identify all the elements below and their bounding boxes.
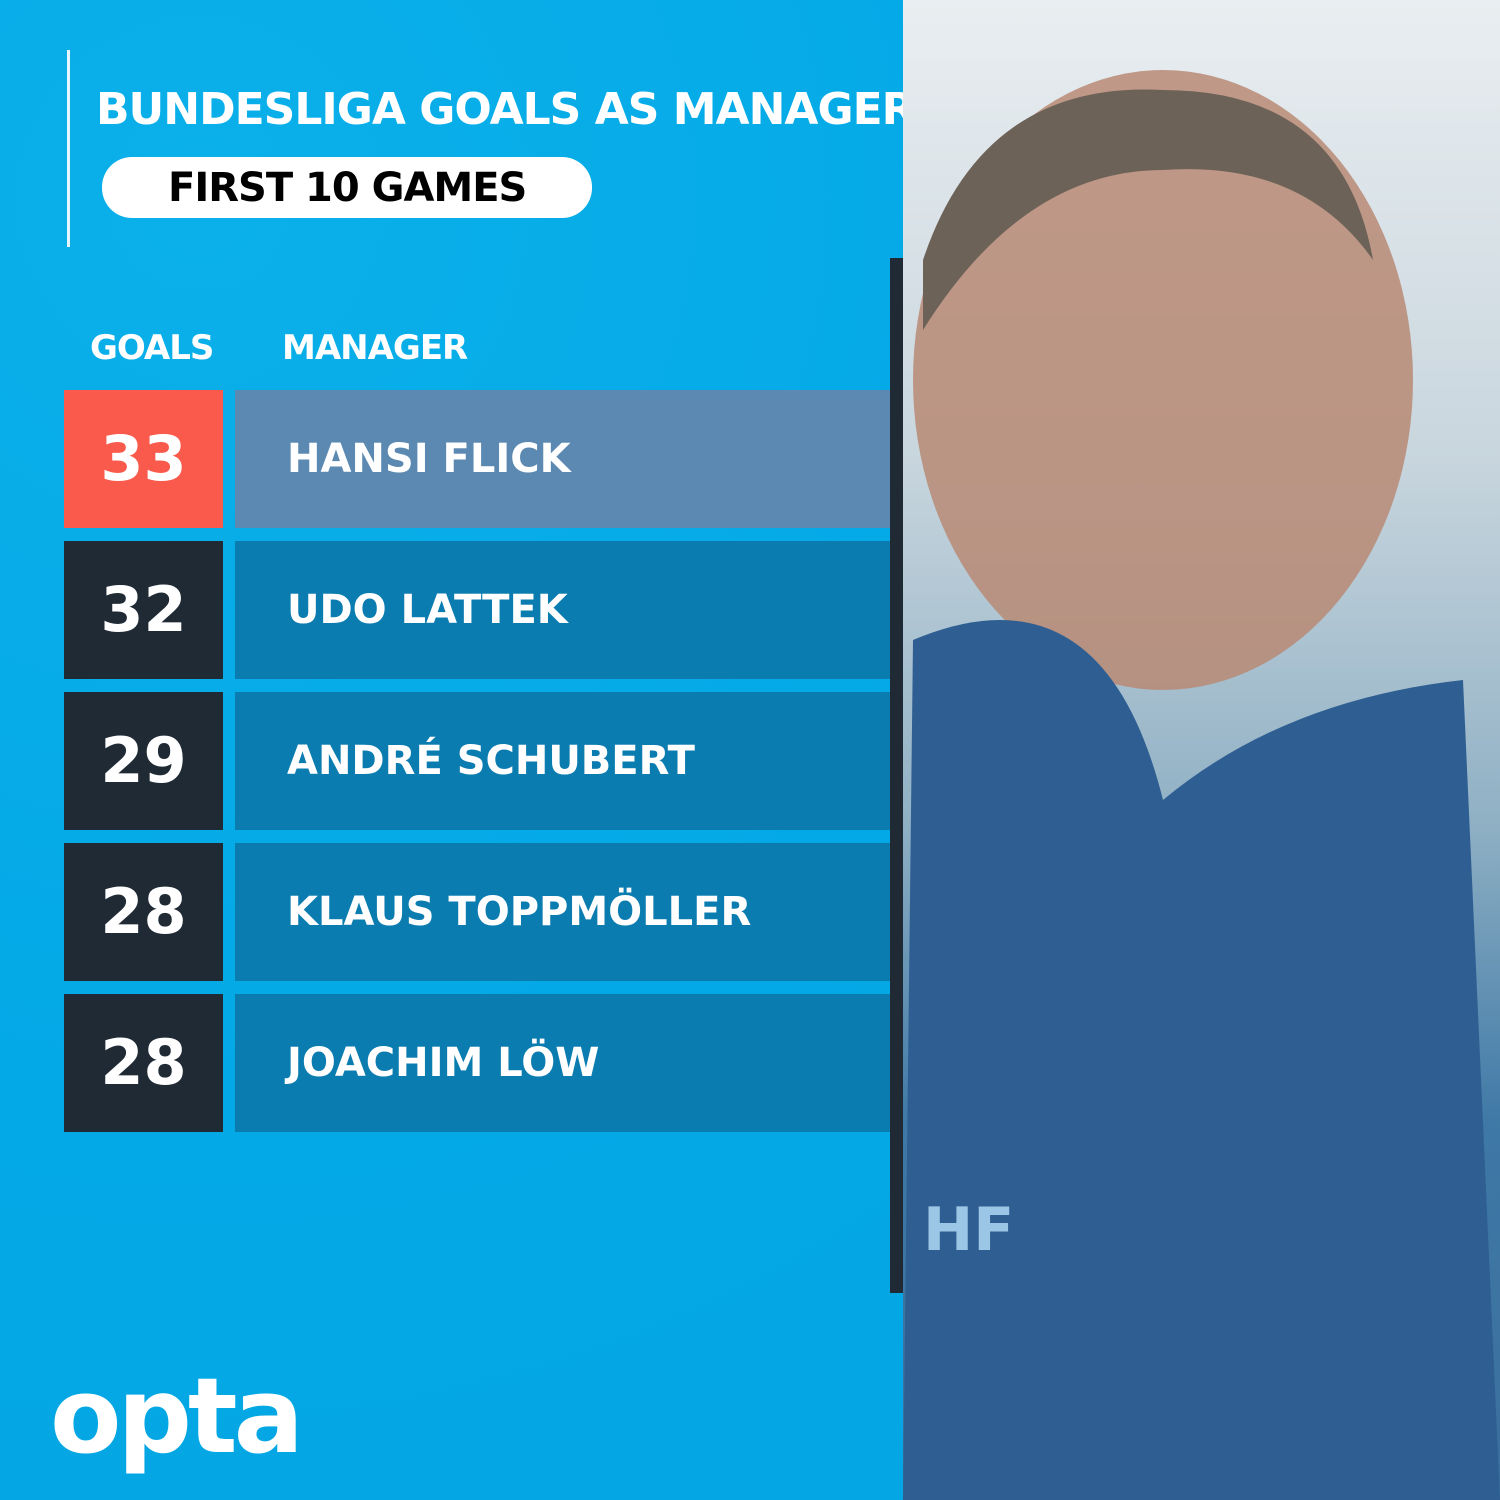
table-row: 29 ANDRÉ SCHUBERT xyxy=(64,692,890,830)
goals-value: 32 xyxy=(64,541,223,679)
goals-value: 28 xyxy=(64,994,223,1132)
table-row: 28 JOACHIM LÖW xyxy=(64,994,890,1132)
table-row: 32 UDO LATTEK xyxy=(64,541,890,679)
opta-logo: opta xyxy=(50,1355,304,1477)
goals-value: 28 xyxy=(64,843,223,981)
table-row: 28 KLAUS TOPPMÖLLER xyxy=(64,843,890,981)
column-header-manager: MANAGER xyxy=(282,328,468,368)
manager-name: HANSI FLICK xyxy=(235,390,890,528)
manager-name: JOACHIM LÖW xyxy=(235,994,890,1132)
face-shape xyxy=(913,70,1413,690)
page-title: BUNDESLIGA GOALS AS MANAGER xyxy=(96,84,916,135)
manager-photo-illustration: HF xyxy=(903,70,1500,1500)
jacket-shape xyxy=(903,620,1500,1500)
subtitle: FIRST 10 GAMES xyxy=(168,165,527,211)
manager-name: KLAUS TOPPMÖLLER xyxy=(235,843,890,981)
table-row: 33 HANSI FLICK xyxy=(64,390,890,528)
manager-photo: HF xyxy=(903,0,1500,1500)
manager-name: UDO LATTEK xyxy=(235,541,890,679)
jacket-initials: HF xyxy=(923,1195,1014,1265)
hair-shape xyxy=(923,89,1373,330)
goals-value: 33 xyxy=(64,390,223,528)
title-divider xyxy=(67,50,70,247)
column-header-goals: GOALS xyxy=(90,328,214,368)
subtitle-pill: FIRST 10 GAMES xyxy=(102,157,592,218)
manager-name: ANDRÉ SCHUBERT xyxy=(235,692,890,830)
goals-value: 29 xyxy=(64,692,223,830)
